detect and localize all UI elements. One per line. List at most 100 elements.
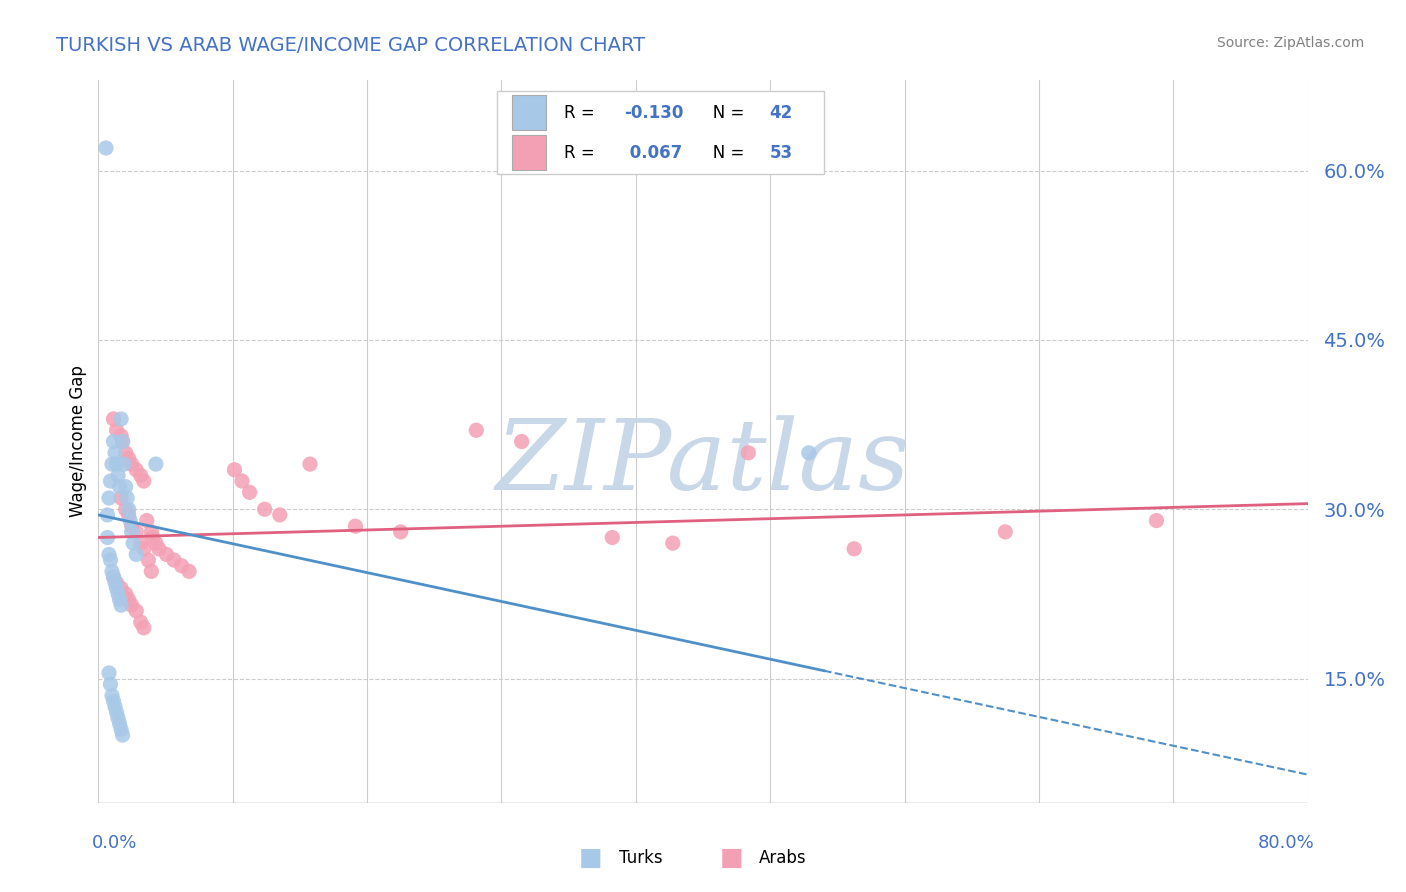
Point <box>231 474 253 488</box>
Point <box>125 463 148 477</box>
Text: TURKISH VS ARAB WAGE/INCOME GAP CORRELATION CHART: TURKISH VS ARAB WAGE/INCOME GAP CORRELAT… <box>56 36 645 54</box>
Point <box>661 536 683 550</box>
Point <box>163 553 186 567</box>
Point <box>145 457 167 471</box>
Text: ZIPatlas: ZIPatlas <box>496 416 910 511</box>
Point <box>104 699 127 714</box>
Point <box>110 582 132 596</box>
Point <box>96 531 118 545</box>
Point <box>105 423 128 437</box>
Point <box>994 524 1017 539</box>
Point <box>1144 514 1167 528</box>
Point <box>121 599 143 613</box>
Point <box>465 423 488 437</box>
Point <box>120 514 142 528</box>
Point <box>114 587 136 601</box>
Point <box>104 575 127 590</box>
Point <box>145 536 167 550</box>
Point <box>253 502 276 516</box>
Point <box>170 558 193 573</box>
Point <box>115 491 138 505</box>
Point <box>737 446 759 460</box>
Point <box>299 457 322 471</box>
Point <box>103 434 125 449</box>
Text: -0.130: -0.130 <box>624 103 683 122</box>
Point <box>844 541 866 556</box>
Point <box>114 480 136 494</box>
Point <box>122 536 145 550</box>
Point <box>129 615 152 630</box>
Point <box>103 570 125 584</box>
Point <box>269 508 291 522</box>
Point <box>98 665 121 680</box>
Point <box>136 553 159 567</box>
Point <box>132 541 155 556</box>
Point <box>602 531 624 545</box>
Point <box>179 565 201 579</box>
FancyBboxPatch shape <box>498 91 824 174</box>
Text: N =: N = <box>697 144 749 161</box>
Y-axis label: Wage/Income Gap: Wage/Income Gap <box>69 366 87 517</box>
Point <box>105 582 128 596</box>
Point <box>111 434 134 449</box>
Text: R =: R = <box>564 144 600 161</box>
Point <box>132 474 155 488</box>
Point <box>111 728 134 742</box>
Text: 80.0%: 80.0% <box>1258 834 1315 852</box>
Point <box>110 429 132 443</box>
Point <box>104 446 127 460</box>
Point <box>142 531 165 545</box>
Point <box>108 592 131 607</box>
Point <box>105 706 128 720</box>
Point <box>110 599 132 613</box>
Point <box>103 570 125 584</box>
Point <box>121 519 143 533</box>
Point <box>121 524 143 539</box>
Text: R =: R = <box>564 103 600 122</box>
Point <box>344 519 367 533</box>
Text: ■: ■ <box>579 847 602 870</box>
Point <box>96 508 118 522</box>
Point <box>121 457 143 471</box>
Text: Turks: Turks <box>619 849 662 867</box>
Point <box>108 480 131 494</box>
Text: 42: 42 <box>769 103 793 122</box>
Point <box>132 621 155 635</box>
Point <box>110 491 132 505</box>
Point <box>141 565 163 579</box>
Bar <box>512 136 546 169</box>
Point <box>94 141 117 155</box>
Point <box>224 463 246 477</box>
Point <box>103 694 125 708</box>
Point <box>105 575 128 590</box>
Text: 0.0%: 0.0% <box>91 834 136 852</box>
Point <box>100 553 122 567</box>
Point <box>135 514 157 528</box>
Text: 0.067: 0.067 <box>624 144 683 161</box>
Point <box>389 524 412 539</box>
Point <box>112 457 135 471</box>
Point <box>107 468 129 483</box>
Text: Arabs: Arabs <box>759 849 807 867</box>
Point <box>114 502 136 516</box>
Text: Source: ZipAtlas.com: Source: ZipAtlas.com <box>1216 36 1364 50</box>
Point <box>107 587 129 601</box>
Point <box>114 446 136 460</box>
Point <box>101 457 124 471</box>
Point <box>111 434 134 449</box>
Point <box>100 474 122 488</box>
Point <box>98 548 121 562</box>
Point <box>110 412 132 426</box>
Point <box>125 604 148 618</box>
Bar <box>512 95 546 130</box>
Point <box>101 689 124 703</box>
Point <box>103 412 125 426</box>
Point <box>239 485 262 500</box>
Text: 53: 53 <box>769 144 793 161</box>
Point <box>148 541 170 556</box>
Point <box>105 457 128 471</box>
Point <box>118 502 141 516</box>
Point <box>110 723 132 737</box>
Point <box>129 536 152 550</box>
Text: N =: N = <box>697 103 749 122</box>
